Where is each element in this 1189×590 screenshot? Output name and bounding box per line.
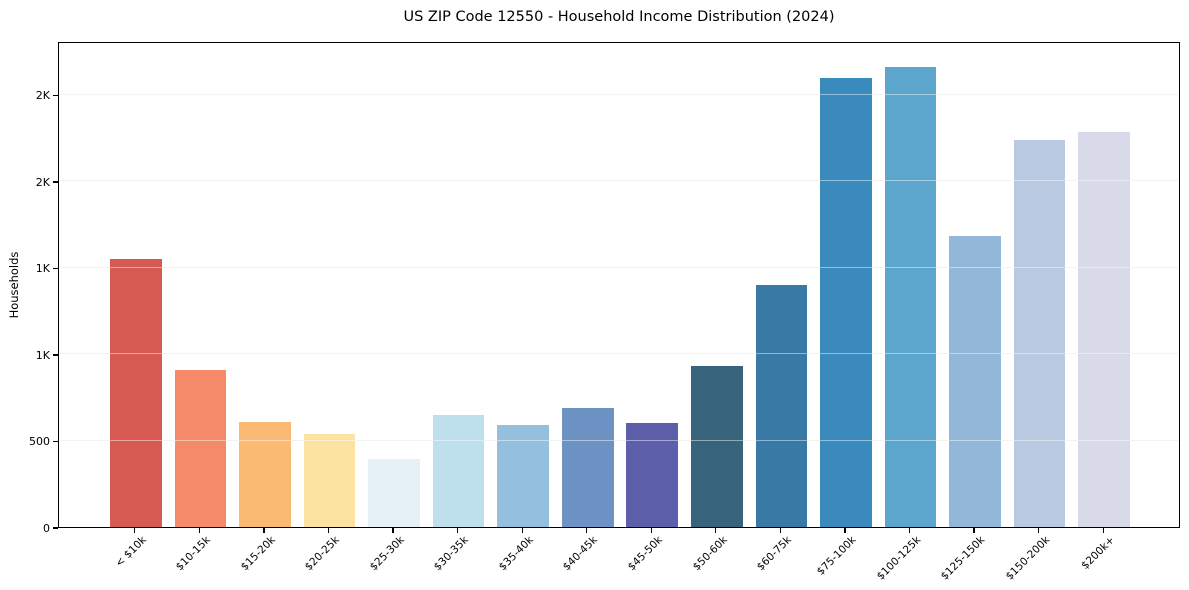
gridline (59, 353, 1179, 355)
x-tick-mark (908, 528, 911, 533)
y-tick-mark (53, 95, 58, 97)
y-tick-label: 1K (35, 262, 50, 276)
bar (1013, 139, 1066, 527)
y-tick-mark (53, 440, 58, 443)
gridline (59, 180, 1179, 182)
y-tick-label: 2K (35, 175, 50, 189)
gridline (59, 180, 1179, 182)
bar (303, 433, 356, 527)
gridline (59, 93, 1179, 95)
x-tick-mark (521, 528, 523, 533)
x-tick-label: $60-75k (754, 534, 794, 574)
x-tick-mark (973, 528, 975, 533)
x-tick-label: $30-35k (432, 534, 472, 574)
gridline (59, 353, 1179, 355)
x-tick-label: $150-200k (1003, 534, 1053, 583)
x-tick-mark (392, 528, 394, 533)
x-tick-mark (457, 528, 459, 533)
chart-title: US ZIP Code 12550 - Household Income Dis… (403, 9, 835, 25)
bar (755, 284, 808, 527)
x-tick-label: $15-20k (238, 534, 278, 574)
plot-area (58, 42, 1180, 528)
x-tick-label: $20-25k (302, 534, 342, 574)
x-tick-label: $35-40k (496, 534, 536, 574)
gridline (59, 439, 1179, 441)
bar (884, 66, 937, 527)
bar (368, 458, 420, 527)
bar (432, 415, 485, 527)
x-tick-mark (844, 528, 846, 533)
bar (691, 366, 743, 527)
x-tick-label: $100-125k (874, 534, 924, 583)
x-tick-mark (650, 528, 652, 533)
y-tick-label: 1K (35, 348, 50, 362)
gridline (59, 266, 1179, 268)
x-tick-mark (134, 528, 136, 533)
x-tick-mark (779, 528, 781, 533)
x-tick-mark (327, 528, 330, 533)
x-tick-label: $40-45k (561, 534, 601, 574)
y-tick-label: 0 (43, 521, 50, 535)
x-tick-mark (586, 528, 588, 533)
bar (110, 258, 162, 527)
x-tick-mark (1038, 528, 1040, 533)
bar (1078, 131, 1130, 527)
x-tick-mark (263, 528, 265, 533)
x-tick-label: < $10k (112, 534, 149, 570)
gridline (59, 266, 1179, 268)
gridline (59, 439, 1179, 441)
x-tick-label: $200k+ (1078, 534, 1117, 572)
x-tick-mark (1102, 528, 1104, 533)
bar (239, 421, 291, 527)
y-tick-mark (53, 354, 58, 356)
x-tick-label: $45-50k (625, 534, 665, 574)
y-tick-mark (53, 527, 58, 529)
x-tick-label: $125-150k (939, 534, 988, 583)
bar (174, 370, 227, 527)
y-tick-label: 500 (29, 435, 50, 449)
bar (820, 78, 872, 527)
bar (949, 236, 1001, 527)
bar (561, 407, 614, 527)
x-tick-label: $10-15k (173, 534, 213, 574)
x-tick-mark (715, 528, 717, 533)
y-tick-mark (53, 267, 58, 270)
bar (626, 423, 679, 527)
x-tick-label: $25-30k (367, 534, 407, 574)
x-tick-label: $75-100k (814, 534, 859, 578)
y-tick-mark (53, 181, 58, 183)
x-tick-mark (198, 528, 200, 533)
gridline (59, 93, 1179, 95)
y-tick-label: 2K (35, 89, 50, 103)
x-tick-label: $50-60k (690, 534, 730, 574)
bar (497, 424, 549, 527)
